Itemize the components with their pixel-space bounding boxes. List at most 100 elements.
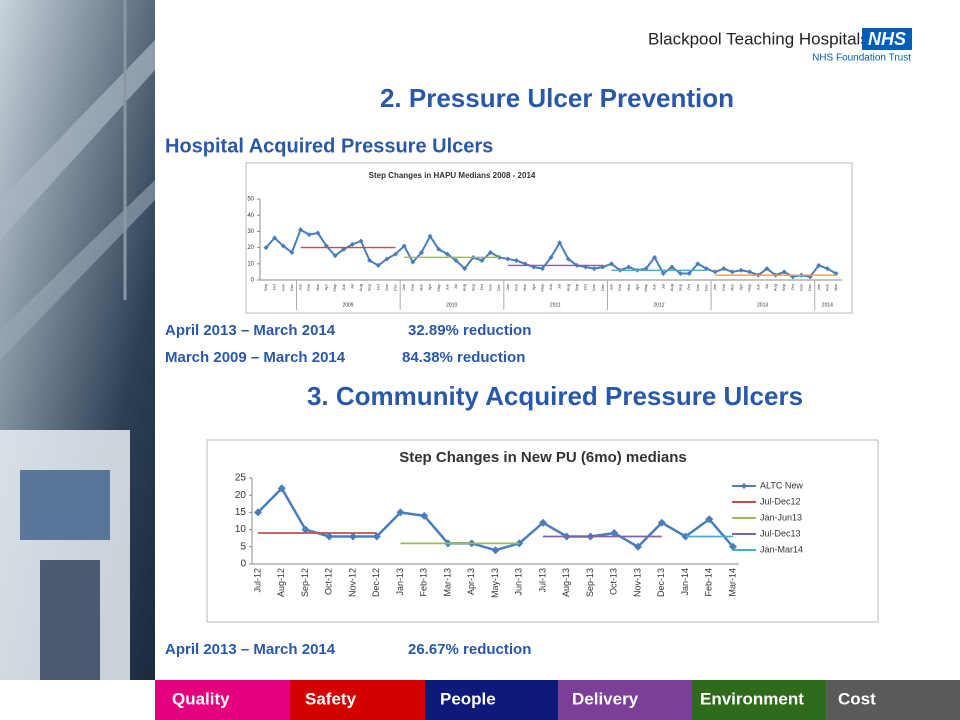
x-tick-label: Feb-13 (419, 568, 429, 597)
footer-bar: Quality Safety People Delivery Environme… (155, 680, 960, 720)
x-tick-label: Sep (367, 283, 372, 291)
section-heading: 3. Community Acquired Pressure Ulcers (307, 381, 803, 411)
footer-tab: People (440, 689, 496, 708)
data-point (462, 266, 468, 272)
x-tick-label: Nov (591, 284, 596, 291)
data-point (705, 515, 714, 524)
y-tick-label: 5 (240, 541, 246, 552)
data-point (721, 266, 727, 272)
data-point (669, 264, 675, 270)
photo-strip (0, 0, 155, 680)
x-tick-label: Mar (522, 283, 527, 291)
note-reduction: 84.38% reduction (402, 349, 525, 366)
data-point (393, 251, 399, 257)
x-tick-label: Dec-12 (371, 568, 381, 597)
data-point (479, 258, 485, 264)
data-point (610, 529, 619, 538)
x-tick-label: Feb (824, 283, 829, 291)
footer-tab: Quality (172, 689, 230, 708)
x-tick-label: Jun-13 (514, 568, 524, 596)
x-tick-label: Nov (799, 284, 804, 291)
y-tick-label: 10 (235, 524, 247, 535)
x-tick-label: Feb (721, 283, 726, 291)
data-point (678, 271, 684, 277)
x-tick-label: Apr (531, 283, 536, 290)
note-reduction: 32.89% reduction (408, 322, 531, 339)
x-tick-label: Sep (470, 283, 475, 291)
x-tick-label: Oct (272, 283, 277, 290)
data-point (626, 264, 632, 270)
x-tick-label: Jun (652, 284, 657, 290)
legend-label: Jan-Mar14 (760, 544, 803, 554)
chart-title: Step Changes in New PU (6mo) medians (399, 449, 687, 466)
data-point (695, 261, 701, 267)
x-tick-label: Nov (695, 284, 700, 291)
x-tick-label: Oct (790, 283, 795, 290)
x-tick-label: Apr (427, 283, 432, 290)
data-point (729, 542, 737, 551)
data-point (272, 235, 278, 241)
x-tick-label: Mar (626, 283, 631, 291)
x-tick-label: Sep-13 (585, 568, 595, 597)
data-point (591, 266, 597, 272)
x-tick-label: Aug-12 (276, 568, 286, 597)
data-point (384, 256, 390, 262)
x-tick-label: May (539, 284, 544, 292)
x-tick-label: Oct (686, 283, 691, 290)
data-point (747, 269, 753, 275)
x-tick-label: Jul-13 (537, 568, 547, 593)
year-label: 2013 (757, 302, 768, 308)
footer-tab: Cost (838, 689, 876, 708)
data-point (367, 258, 373, 264)
year-label: 2011 (550, 302, 561, 308)
data-point (539, 518, 547, 527)
year-label: 2012 (653, 302, 664, 308)
year-label: 2014 (822, 302, 833, 308)
data-point (427, 233, 433, 239)
x-tick-label: Mar (419, 283, 424, 291)
data-point (401, 243, 407, 249)
data-point (349, 532, 357, 541)
x-tick-label: Jun (755, 284, 760, 290)
footer-tab: Safety (305, 689, 357, 708)
chart-frame (245, 162, 853, 314)
data-point (332, 253, 338, 259)
x-tick-label: Oct (375, 283, 380, 290)
data-point (557, 240, 563, 246)
data-point (298, 227, 304, 233)
x-tick-label: Mar-14 (727, 568, 737, 597)
footer-tab: Environment (700, 689, 804, 708)
x-tick-label: Aug-13 (561, 568, 571, 597)
data-point (453, 258, 459, 264)
x-tick-label: Feb (617, 283, 622, 291)
x-tick-label: May-13 (490, 568, 500, 598)
x-tick-label: Apr (738, 283, 743, 290)
data-point (712, 269, 718, 275)
y-tick-label: 15 (235, 507, 247, 518)
y-tick-label: 40 (247, 213, 254, 219)
x-tick-label: Jun (341, 284, 346, 290)
x-tick-label: Sep (574, 283, 579, 291)
data-point (652, 254, 658, 260)
x-tick-label: Nov (384, 284, 389, 291)
data-point (491, 546, 500, 555)
data-point (420, 511, 429, 520)
x-tick-label: Oct-12 (324, 568, 334, 595)
legend-label: Jan-Jun13 (760, 512, 802, 522)
x-tick-label: Mar (729, 283, 734, 291)
x-tick-label: Dec (496, 284, 501, 291)
data-point (315, 230, 321, 236)
y-tick-label: 25 (235, 473, 247, 484)
data-point (358, 238, 364, 244)
data-point (764, 266, 770, 272)
legend-label: Jul-Dec12 (760, 496, 801, 506)
x-tick-label: Dec (600, 284, 605, 291)
data-point (686, 271, 692, 277)
data-point (396, 508, 405, 517)
x-tick-label: May (436, 284, 441, 292)
legend-marker (741, 483, 747, 489)
data-point (418, 249, 424, 255)
note-reduction: 26.67% reduction (408, 641, 531, 658)
x-tick-label: Aug (565, 284, 570, 291)
